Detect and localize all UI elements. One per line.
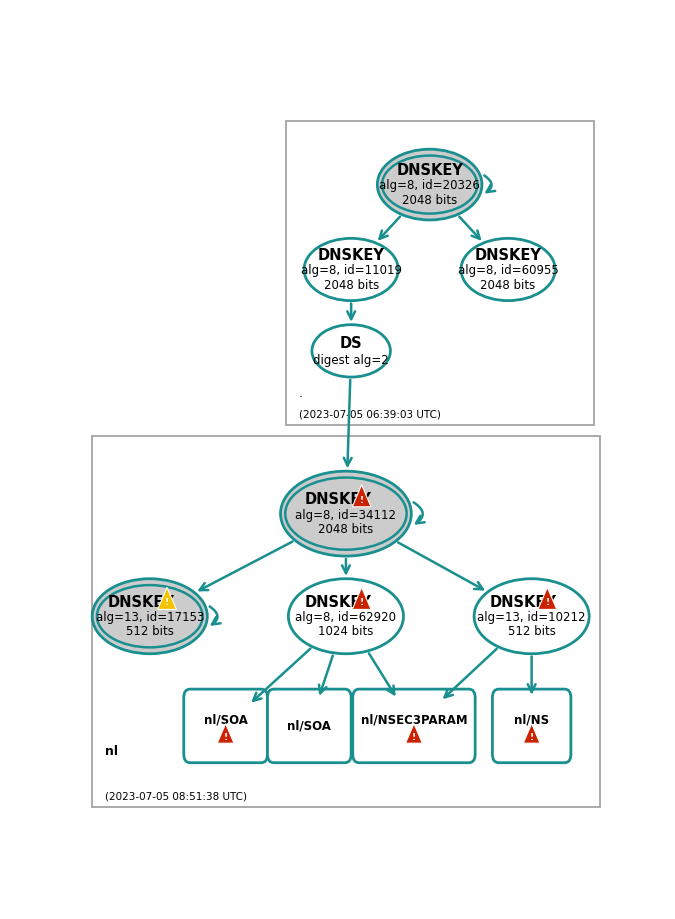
Polygon shape (217, 723, 234, 743)
Ellipse shape (377, 149, 482, 220)
Ellipse shape (461, 238, 555, 301)
Bar (92, 436, 599, 807)
Text: alg=8, id=20326: alg=8, id=20326 (379, 179, 480, 192)
Text: .: . (299, 388, 303, 401)
Text: alg=13, id=10212: alg=13, id=10212 (477, 611, 586, 624)
Ellipse shape (312, 324, 390, 377)
Ellipse shape (92, 579, 207, 653)
Text: DNSKEY: DNSKEY (304, 492, 371, 507)
Text: 2048 bits: 2048 bits (319, 523, 373, 536)
Text: 2048 bits: 2048 bits (323, 278, 379, 291)
Text: 2048 bits: 2048 bits (481, 278, 536, 291)
Text: 1024 bits: 1024 bits (318, 625, 374, 639)
Text: !: ! (223, 732, 227, 742)
Text: DNSKEY: DNSKEY (304, 595, 371, 609)
Text: 512 bits: 512 bits (508, 625, 556, 639)
Text: !: ! (360, 495, 364, 505)
Text: alg=8, id=11019: alg=8, id=11019 (300, 265, 402, 278)
FancyBboxPatch shape (493, 689, 571, 763)
Polygon shape (352, 485, 371, 506)
Text: DNSKEY: DNSKEY (318, 248, 385, 263)
Ellipse shape (304, 238, 398, 301)
Polygon shape (406, 723, 423, 743)
Polygon shape (352, 587, 371, 609)
Polygon shape (523, 723, 540, 743)
Text: DNSKEY: DNSKEY (475, 248, 541, 263)
Bar (286, 121, 595, 425)
Text: nl/SOA: nl/SOA (288, 720, 331, 732)
Text: !: ! (412, 732, 416, 742)
Polygon shape (158, 587, 176, 609)
Text: digest alg=2: digest alg=2 (313, 354, 389, 367)
Text: (2023-07-05 06:39:03 UTC): (2023-07-05 06:39:03 UTC) (299, 410, 441, 419)
Text: 2048 bits: 2048 bits (402, 194, 457, 207)
Text: DS: DS (340, 335, 362, 350)
FancyBboxPatch shape (184, 689, 267, 763)
FancyBboxPatch shape (267, 689, 351, 763)
Text: !: ! (360, 598, 364, 607)
Polygon shape (538, 587, 557, 609)
Text: DNSKEY: DNSKEY (108, 595, 175, 609)
Ellipse shape (288, 579, 404, 653)
Text: nl/SOA: nl/SOA (204, 713, 248, 726)
Text: (2023-07-05 08:51:38 UTC): (2023-07-05 08:51:38 UTC) (105, 791, 247, 801)
Text: !: ! (165, 598, 169, 607)
Text: !: ! (530, 732, 534, 742)
Text: DNSKEY: DNSKEY (490, 595, 557, 609)
Text: alg=8, id=60955: alg=8, id=60955 (458, 265, 558, 278)
Ellipse shape (474, 579, 589, 653)
Text: alg=13, id=17153: alg=13, id=17153 (96, 611, 204, 624)
Text: nl: nl (105, 744, 118, 758)
FancyBboxPatch shape (353, 689, 475, 763)
Text: 512 bits: 512 bits (126, 625, 173, 639)
Text: DNSKEY: DNSKEY (396, 163, 463, 178)
Text: nl/NS: nl/NS (514, 713, 549, 726)
Text: alg=8, id=34112: alg=8, id=34112 (296, 508, 396, 522)
Text: alg=8, id=62920: alg=8, id=62920 (296, 611, 396, 624)
Ellipse shape (281, 471, 411, 556)
Text: !: ! (545, 598, 549, 607)
Text: nl/NSEC3PARAM: nl/NSEC3PARAM (360, 713, 467, 726)
